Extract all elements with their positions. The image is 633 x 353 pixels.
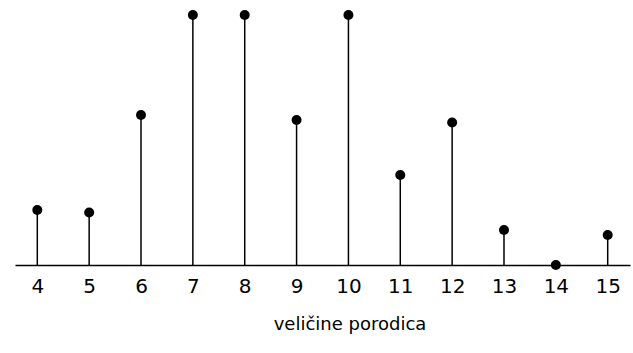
stem-marker bbox=[603, 230, 613, 240]
x-tick-label: 13 bbox=[492, 274, 517, 298]
x-tick-label: 15 bbox=[595, 274, 620, 298]
marks bbox=[32, 10, 612, 270]
x-tick: 15 bbox=[595, 265, 620, 298]
x-axis: 4 5 6 7 8 9 10 11 12 13 14 15 bbox=[16, 265, 631, 298]
stem bbox=[451, 123, 453, 266]
x-tick-label: 12 bbox=[440, 274, 465, 298]
x-tick: 9 bbox=[291, 265, 304, 298]
stem-marker bbox=[240, 10, 250, 20]
chart: 4 5 6 7 8 9 10 11 12 13 14 15 veličine porodica bbox=[0, 0, 633, 353]
x-tick: 7 bbox=[187, 265, 200, 298]
stem bbox=[348, 15, 350, 265]
x-tick: 12 bbox=[440, 265, 465, 298]
x-tick: 14 bbox=[544, 265, 569, 298]
stem bbox=[503, 230, 505, 265]
x-tick-label: 9 bbox=[291, 274, 304, 298]
stem bbox=[37, 210, 39, 265]
x-tick-label: 4 bbox=[31, 274, 44, 298]
stem bbox=[140, 115, 142, 265]
stem bbox=[400, 175, 402, 265]
x-tick-label: 7 bbox=[187, 274, 200, 298]
stem-marker bbox=[188, 10, 198, 20]
x-tick-label: 14 bbox=[544, 274, 569, 298]
stem-marker bbox=[32, 205, 42, 215]
x-tick-label: 10 bbox=[336, 274, 361, 298]
x-axis-title: veličine porodica bbox=[274, 313, 427, 334]
stem bbox=[244, 15, 246, 265]
x-axis-line bbox=[16, 265, 631, 267]
stem-marker bbox=[499, 225, 509, 235]
x-tick-label: 11 bbox=[388, 274, 413, 298]
x-tick-label: 6 bbox=[135, 274, 148, 298]
x-tick: 4 bbox=[31, 265, 44, 298]
x-tick-label: 8 bbox=[239, 274, 252, 298]
stem-marker bbox=[84, 208, 94, 218]
stem-marker bbox=[447, 118, 457, 128]
x-tick: 10 bbox=[336, 265, 361, 298]
stem-marker bbox=[395, 170, 405, 180]
x-tick: 8 bbox=[239, 265, 252, 298]
stem bbox=[296, 120, 298, 265]
stem-marker bbox=[136, 110, 146, 120]
x-tick: 13 bbox=[492, 265, 517, 298]
stem bbox=[88, 213, 90, 266]
stem-marker bbox=[343, 10, 353, 20]
stem-marker bbox=[292, 115, 302, 125]
stem bbox=[192, 15, 194, 265]
x-tick-label: 5 bbox=[83, 274, 96, 298]
x-tick: 11 bbox=[388, 265, 413, 298]
x-tick: 5 bbox=[83, 265, 96, 298]
x-tick: 6 bbox=[135, 265, 148, 298]
